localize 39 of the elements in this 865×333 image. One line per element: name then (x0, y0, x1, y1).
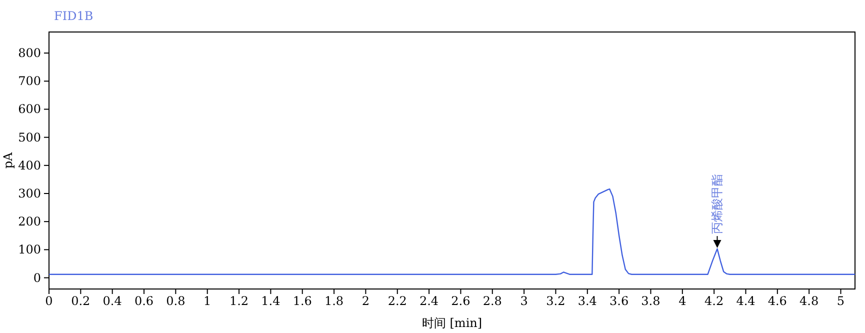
x-axis-title: 时间 [min] (422, 316, 482, 330)
x-tick-label: 1.6 (292, 294, 312, 308)
x-tick-label: 4.2 (704, 294, 724, 308)
y-tick-label: 500 (18, 130, 41, 144)
x-tick-label: 5 (836, 294, 845, 308)
y-tick-label: 100 (18, 242, 41, 257)
y-tick-label: 300 (18, 186, 41, 201)
y-tick-label: 200 (18, 214, 41, 229)
x-tick-label: 1 (204, 294, 212, 308)
x-tick-label: 1.2 (229, 294, 249, 308)
x-tick-label: 0.6 (134, 294, 154, 308)
x-tick-label: 2.8 (482, 294, 502, 308)
x-tick-label: 0.2 (71, 294, 90, 308)
y-tick-label: 600 (18, 102, 41, 116)
annotation: 丙烯酸甲酯 (710, 174, 724, 234)
x-tick-label: 4.4 (736, 294, 756, 308)
y-axis-title: pA (1, 152, 15, 169)
x-tick-label: 4.6 (768, 294, 787, 308)
y-tick-label: 700 (18, 74, 41, 88)
y-tick-label: 400 (18, 158, 41, 172)
y-tick-label: 800 (18, 46, 41, 60)
chart-title: FID1B (54, 9, 94, 23)
x-tick-label: 1.8 (324, 294, 344, 308)
x-tick-label: 0 (45, 294, 53, 308)
x-tick-label: 2.4 (419, 294, 439, 308)
x-tick-label: 0.8 (166, 294, 186, 308)
x-tick-label: 3.6 (610, 294, 629, 308)
y-tick-label: 0 (33, 270, 41, 285)
x-tick-label: 4 (678, 294, 687, 308)
x-tick-label: 3.8 (641, 294, 660, 308)
x-tick-label: 3.4 (578, 294, 598, 308)
x-tick-label: 1.4 (261, 294, 281, 308)
x-tick-label: 0.4 (102, 294, 122, 308)
x-tick-label: 2.6 (451, 294, 470, 308)
x-tick-label: 2 (362, 294, 370, 308)
x-tick-label: 3 (520, 294, 528, 308)
x-tick-label: 2.2 (388, 294, 407, 308)
x-tick-label: 3.2 (546, 294, 566, 308)
x-tick-label: 4.8 (800, 294, 819, 308)
